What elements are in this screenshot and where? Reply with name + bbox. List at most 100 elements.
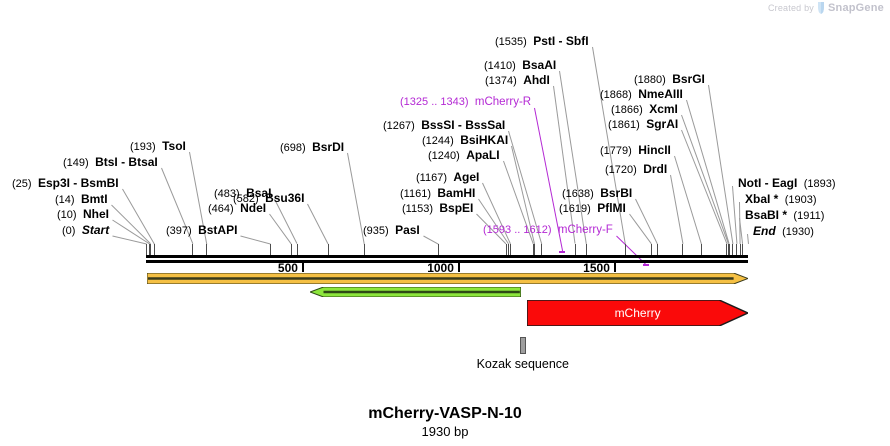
cut-site-tick — [532, 244, 534, 255]
enzyme-label[interactable]: (25) Esp3I - BsmBI — [12, 177, 119, 191]
enzyme-label[interactable]: (935) PasI — [363, 224, 420, 238]
cut-site-tick — [269, 244, 271, 255]
enzyme-label[interactable]: (397) BstAPI — [166, 224, 237, 238]
enzyme-label[interactable]: (1161) BamHI — [400, 187, 475, 201]
cut-site-tick — [153, 244, 155, 255]
enzyme-name: ApaLI — [466, 148, 500, 162]
enzyme-position: (1866) — [611, 104, 643, 116]
enzyme-label[interactable]: (1868) NmeAIII — [600, 88, 683, 102]
enzyme-name: AhdI — [523, 73, 550, 87]
enzyme-label[interactable]: XbaI * (1903) — [745, 193, 817, 207]
enzyme-label[interactable]: (1167) AgeI — [416, 171, 479, 185]
ruler-label: 1500 — [583, 261, 610, 275]
enzyme-name: BsrDI — [312, 140, 345, 154]
cut-site-tick — [363, 244, 365, 255]
kozak-sequence-mark[interactable] — [519, 337, 526, 354]
enzyme-label[interactable]: (1866) XcmI — [611, 103, 678, 117]
enzyme-label[interactable]: (0) Start — [62, 224, 109, 238]
enzyme-label[interactable]: (1861) SgrAI — [608, 118, 678, 132]
enzyme-label[interactable]: NotI - EagI (1893) — [738, 177, 836, 191]
cut-site-tick — [508, 244, 510, 255]
enzyme-position: (1267) — [383, 120, 415, 132]
enzyme-label[interactable]: (1779) HincII — [600, 144, 671, 158]
enzyme-name: DrdI — [643, 162, 668, 176]
snapgene-logo-icon — [817, 2, 825, 14]
ruler-tick — [301, 263, 304, 272]
enzyme-position: (1167) — [416, 172, 447, 184]
primer-label[interactable]: (1593 .. 1612) mCherry-F — [483, 224, 613, 237]
enzyme-name: BsaBI * — [745, 208, 788, 222]
enzyme-label[interactable]: (1535) PstI - SbfI — [495, 35, 589, 49]
enzyme-name: BmtI — [80, 192, 108, 206]
primer-name: mCherry-F — [557, 224, 613, 236]
enzyme-position: (14) — [55, 194, 75, 206]
enzyme-name: NheI — [82, 207, 109, 221]
enzyme-label[interactable]: (1880) BsrGI — [634, 73, 705, 87]
dna-strand-top — [146, 255, 748, 258]
enzyme-position: (193) — [130, 141, 156, 153]
enzyme-position: (149) — [63, 157, 89, 169]
enzyme-label[interactable]: (1244) BsiHKAI — [422, 134, 508, 148]
enzyme-position: (464) — [208, 203, 234, 215]
enzyme-label[interactable]: (1267) BssSI - BssSaI — [383, 119, 505, 133]
cut-site-tick — [700, 244, 702, 255]
enzyme-label[interactable]: (483) BsaI — [214, 187, 271, 201]
enzyme-label[interactable]: (14) BmtI — [55, 193, 108, 207]
enzyme-label[interactable]: (193) TsoI — [130, 140, 186, 154]
cut-site-tick — [437, 244, 439, 255]
primer-label[interactable]: (1325 .. 1343) mCherry-R — [400, 96, 531, 109]
cut-site-tick — [624, 244, 626, 255]
enzyme-label[interactable]: (1720) DrdI — [605, 163, 667, 177]
enzyme-name: BsaI — [246, 186, 272, 200]
snapgene-watermark: Created by SnapGene — [768, 2, 884, 14]
cut-site-tick — [541, 244, 543, 255]
enzyme-name: BamHI — [437, 186, 476, 200]
enzyme-name: SgrAI — [646, 117, 679, 131]
enzyme-name: TsoI — [162, 139, 186, 153]
enzyme-label[interactable]: (10) NheI — [57, 208, 109, 222]
cut-site-tick — [732, 244, 734, 255]
cut-site-tick — [728, 244, 730, 255]
enzyme-label[interactable]: (698) BsrDI — [280, 141, 344, 155]
enzyme-name: BtsI - BtsaI — [95, 155, 158, 169]
enzyme-position: (1903) — [784, 194, 817, 206]
cut-site-tick — [728, 244, 730, 255]
enzyme-label[interactable]: (1410) BsaAI — [484, 59, 556, 73]
enzyme-position: (0) — [62, 225, 76, 237]
enzyme-label[interactable]: (1374) AhdI — [485, 74, 550, 88]
enzyme-name: PstI - SbfI — [533, 34, 589, 48]
enzyme-label[interactable]: (464) NdeI — [208, 202, 266, 216]
enzyme-position: (698) — [280, 142, 306, 154]
enzyme-label[interactable]: (149) BtsI - BtsaI — [63, 156, 158, 170]
enzyme-name: PflMI — [597, 201, 626, 215]
enzyme-name: XcmI — [649, 102, 678, 116]
cut-site-tick — [149, 244, 151, 255]
enzyme-name: BsiHKAI — [460, 133, 509, 147]
ruler-tick — [613, 263, 616, 272]
enzyme-label[interactable]: (1240) ApaLI — [428, 149, 500, 163]
enzyme-label[interactable]: End (1930) — [753, 225, 814, 239]
primer-name: mCherry-R — [474, 96, 532, 108]
backbone-feature-orange[interactable] — [146, 273, 748, 284]
cut-site-tick — [650, 244, 652, 255]
enzyme-label[interactable]: BsaBI * (1911) — [745, 209, 824, 223]
enzyme-position: (1374) — [485, 75, 517, 87]
enzyme-name: AgeI — [453, 170, 480, 184]
cut-site-tick — [574, 244, 576, 255]
vasp-feature-green[interactable] — [310, 287, 521, 297]
enzyme-name: Bsu36I — [265, 191, 305, 205]
cut-site-tick — [739, 244, 741, 255]
enzyme-position: (1893) — [803, 178, 836, 190]
enzyme-name: NmeAIII — [638, 87, 683, 101]
enzyme-position: (1410) — [484, 60, 516, 72]
enzyme-label[interactable]: (1638) BsrBI — [562, 187, 632, 201]
enzyme-name: BsaAI — [522, 58, 557, 72]
cut-site-tick — [585, 244, 587, 255]
cut-site-tick — [290, 244, 292, 255]
cut-site-tick — [206, 244, 208, 255]
enzyme-label[interactable]: (1619) PflMI — [559, 202, 626, 216]
enzyme-label[interactable]: (582) Bsu36I — [233, 192, 304, 206]
enzyme-label[interactable]: (1153) BspEI — [402, 202, 473, 216]
mcherry-feature-red[interactable]: mCherry — [527, 300, 748, 326]
